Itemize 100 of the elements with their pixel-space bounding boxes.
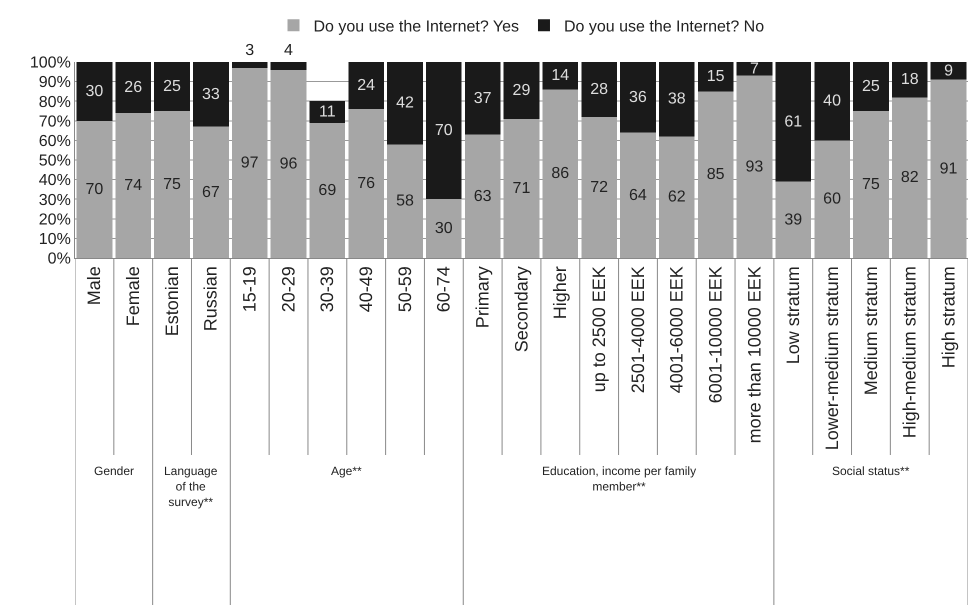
data-label: 96 (280, 155, 298, 172)
data-label: 3 (245, 42, 254, 59)
data-label: 28 (590, 80, 608, 98)
data-label: 25 (862, 78, 880, 95)
bar (504, 118, 540, 258)
bar (76, 120, 112, 258)
bar (620, 132, 656, 258)
x-tick-label: 20-29 (278, 266, 298, 312)
y-tick-label: 60% (38, 133, 71, 150)
text: Education, income per family member** (542, 464, 696, 494)
bar (232, 68, 268, 258)
bar (504, 62, 540, 119)
y-tick-label: 40% (38, 172, 71, 190)
x-tick-label: Low stratum (783, 266, 804, 364)
bar (464, 134, 501, 258)
y-tick-label: 10% (38, 231, 71, 248)
x-tick-label: 6001-10000 EEK (705, 266, 726, 404)
bar (270, 62, 306, 70)
y-tick-label: 70% (38, 113, 71, 130)
bar (193, 62, 229, 127)
data-label: 18 (900, 71, 919, 88)
data-label: 58 (396, 192, 414, 210)
data-label: 30 (434, 220, 453, 238)
x-tick-label: up to 2500 EEK (589, 266, 609, 392)
x-tick-label: more than 10000 EEK (744, 266, 764, 444)
data-label: 4 (284, 42, 294, 59)
x-tick-label: Estonian (162, 266, 182, 336)
bar (658, 136, 695, 258)
data-label: 85 (706, 166, 725, 184)
x-tick-label: Male (84, 266, 104, 306)
y-tick-label: 100% (30, 54, 71, 72)
bar (930, 62, 966, 80)
data-label: 25 (163, 78, 182, 95)
bar (814, 140, 850, 258)
data-label: 42 (396, 94, 414, 112)
bar (930, 80, 966, 258)
x-tick-label: 4001-6000 EEK (666, 266, 687, 394)
bar (581, 62, 618, 117)
bar (387, 144, 423, 258)
bar (892, 97, 928, 258)
x-tick-label: 50-59 (394, 266, 415, 312)
x-tick-label: Medium stratum (860, 266, 881, 396)
bar (698, 91, 734, 258)
bar (115, 112, 152, 258)
legend-label: Do you use the Internet? Yes (314, 18, 519, 36)
bar (581, 116, 618, 258)
bar (387, 62, 423, 144)
data-label: 60 (823, 190, 842, 208)
data-label: 33 (202, 86, 220, 103)
x-tick-label: Primary (472, 266, 493, 328)
data-label: 63 (474, 188, 492, 205)
data-label: 24 (357, 77, 376, 94)
bar (620, 62, 656, 133)
y-tick-label: 90% (38, 74, 71, 92)
x-tick-label: 40-49 (356, 266, 376, 312)
data-label: 30 (85, 82, 104, 100)
text: Social status** (832, 464, 910, 478)
data-label: 64 (629, 186, 647, 204)
x-tick-label: High-medium stratum (900, 266, 920, 438)
bar (270, 70, 306, 258)
data-label: 40 (823, 92, 842, 110)
data-label: 69 (318, 182, 336, 199)
bar (853, 62, 889, 111)
data-label: 36 (629, 88, 647, 106)
data-label: 11 (319, 103, 336, 120)
bar (814, 62, 850, 140)
data-label: 75 (163, 176, 182, 193)
bar (348, 109, 384, 258)
text: Language of the survey** (164, 464, 218, 510)
data-label: 62 (668, 188, 686, 206)
x-tick-label: 15-19 (240, 266, 260, 312)
data-label: 91 (940, 160, 958, 178)
data-label: 39 (784, 211, 802, 228)
bar (426, 62, 462, 200)
data-label: 9 (944, 62, 954, 80)
bar (775, 62, 812, 182)
bar (736, 62, 772, 76)
x-tick-label: Lower-medium stratum (822, 266, 842, 450)
data-label: 82 (900, 169, 919, 186)
x-tick-label: 30-39 (317, 266, 338, 312)
bar (853, 111, 889, 258)
bar (464, 62, 501, 135)
y-tick-label: 20% (38, 211, 71, 228)
bar (892, 62, 928, 98)
text: Gender (94, 464, 134, 478)
bar (310, 101, 346, 123)
bar (542, 89, 578, 258)
y-tick-label: 80% (38, 94, 71, 111)
bar (348, 62, 384, 110)
bar (232, 62, 268, 68)
data-label: 70 (85, 180, 104, 198)
data-label: 26 (124, 78, 142, 96)
data-label: 86 (551, 165, 570, 182)
data-label: 76 (357, 175, 376, 192)
x-tick-label: Higher (550, 266, 570, 320)
data-label: 70 (434, 122, 453, 140)
x-tick-label: 60-74 (434, 266, 454, 312)
legend-label: Do you use the Internet? No (564, 18, 764, 36)
y-tick-label: 30% (38, 192, 71, 209)
bar (542, 62, 578, 90)
